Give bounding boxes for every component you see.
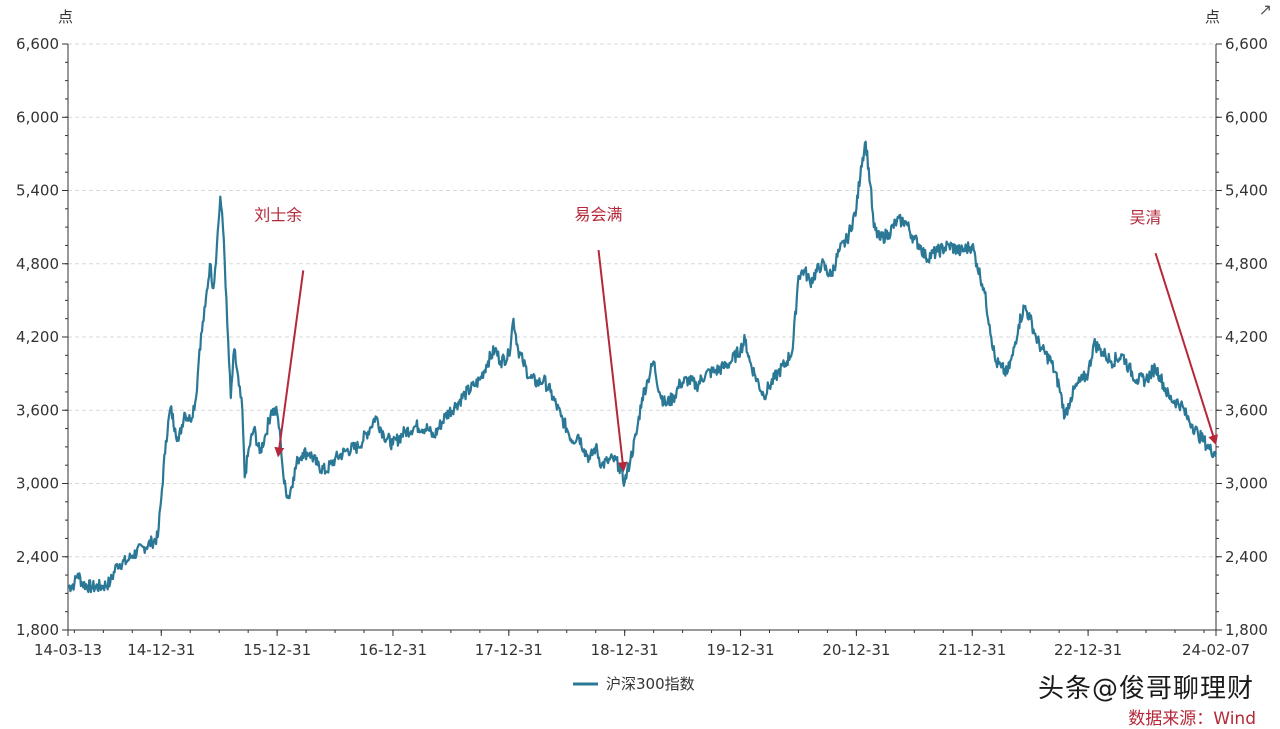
series-line-hs300 bbox=[67, 140, 1218, 594]
ytick-right-label-3600: 3,600 bbox=[1225, 401, 1268, 419]
unit-left: 点 bbox=[58, 8, 73, 26]
xtick-label-7: 20-12-31 bbox=[822, 641, 890, 659]
watermark: 头条@俊哥聊理财 bbox=[1037, 674, 1254, 704]
ytick-right-label-4200: 4,200 bbox=[1225, 328, 1268, 346]
source-note: 数据来源：Wind bbox=[1128, 709, 1256, 729]
xtick-label-4: 17-12-31 bbox=[475, 641, 543, 659]
legend-label: 沪深300指数 bbox=[606, 675, 695, 693]
ytick-right-label-3000: 3,000 bbox=[1225, 475, 1268, 493]
xtick-label-5: 18-12-31 bbox=[591, 641, 659, 659]
ytick-left-label-5400: 5,400 bbox=[16, 182, 59, 200]
ytick-left-label-1800: 1,800 bbox=[16, 621, 59, 639]
annotation-arrow-0 bbox=[274, 270, 305, 458]
unit-right: 点 bbox=[1205, 8, 1220, 26]
ytick-right-label-4800: 4,800 bbox=[1225, 255, 1268, 273]
y-ticks-right: 1,800 2,400 3,000 3,600 4,200 4,800 5,400 6,000… bbox=[1216, 35, 1268, 639]
annotation-label-0: 刘士余 bbox=[254, 205, 302, 224]
ytick-left-label-3000: 3,000 bbox=[16, 475, 59, 493]
ytick-left-label-6000: 6,000 bbox=[16, 108, 59, 126]
xtick-label-2: 15-12-31 bbox=[243, 641, 311, 659]
ytick-right-label-2400: 2,400 bbox=[1225, 548, 1268, 566]
xtick-label-8: 21-12-31 bbox=[938, 641, 1006, 659]
x-ticks: 14-03-13 14-12-31 15-12-31 16-12-31 17-12-31… bbox=[34, 630, 1250, 659]
xtick-label-0: 14-03-13 bbox=[34, 641, 102, 659]
expand-icon[interactable]: ↗ bbox=[1258, 0, 1272, 19]
ytick-right-label-6600: 6,600 bbox=[1225, 35, 1268, 53]
gridlines bbox=[68, 43, 1216, 558]
ytick-right-label-5400: 5,400 bbox=[1225, 182, 1268, 200]
annotation-arrow-1 bbox=[597, 249, 628, 473]
xtick-label-10: 24-02-07 bbox=[1182, 641, 1250, 659]
annotations: 刘士余 易会满 吴清 bbox=[254, 205, 1218, 473]
xtick-label-9: 22-12-31 bbox=[1054, 641, 1122, 659]
ytick-right-label-6000: 6,000 bbox=[1225, 108, 1268, 126]
y-ticks-left: 1,800 2,400 3,000 3,600 4,200 4,800 5,400 6,000… bbox=[16, 35, 68, 639]
annotation-arrow-2 bbox=[1154, 252, 1218, 446]
annotation-label-2: 吴清 bbox=[1130, 208, 1162, 227]
xtick-label-1: 14-12-31 bbox=[127, 641, 195, 659]
legend[interactable]: 沪深300指数 bbox=[573, 675, 695, 693]
ytick-left-label-2400: 2,400 bbox=[16, 548, 59, 566]
ytick-left-label-3600: 3,600 bbox=[16, 401, 59, 419]
xtick-label-6: 19-12-31 bbox=[706, 641, 774, 659]
xtick-label-3: 16-12-31 bbox=[359, 641, 427, 659]
ytick-left-label-4800: 4,800 bbox=[16, 255, 59, 273]
ytick-left-label-6600: 6,600 bbox=[16, 35, 59, 53]
ytick-left-label-4200: 4,200 bbox=[16, 328, 59, 346]
ytick-right-label-1800: 1,800 bbox=[1225, 621, 1268, 639]
annotation-label-1: 易会满 bbox=[575, 205, 623, 224]
